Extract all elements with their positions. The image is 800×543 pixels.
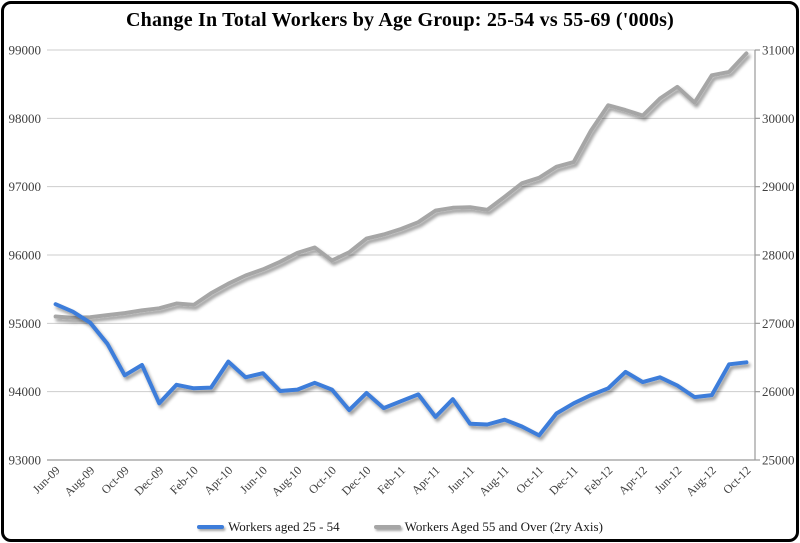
legend-label-55-over: Workers Aged 55 and Over (2ry Axis) (404, 519, 603, 534)
chart-title: Change In Total Workers by Age Group: 25… (126, 9, 674, 31)
right-axis-tick-labels: 31000 30000 29000 28000 27000 26000 25000 (762, 43, 795, 468)
left-axis-tick-label: 94000 (9, 384, 42, 399)
x-axis-tick-label: Oct-09 (98, 463, 131, 496)
right-axis-tick-label: 26000 (762, 384, 795, 399)
x-axis-tick-label: Dec-11 (546, 463, 581, 498)
legend-item-25-54: Workers aged 25 - 54 (197, 519, 340, 535)
right-axis-tick-label: 25000 (762, 453, 795, 468)
x-axis-tick-label: Jun-12 (651, 463, 684, 496)
x-axis-tick-label: Oct-12 (720, 463, 753, 496)
x-axis-tick-label: Jun-10 (237, 463, 270, 496)
x-axis-tick-label: Feb-10 (167, 463, 201, 497)
x-axis-tick-label: Apr-10 (201, 463, 235, 497)
left-axis-tick-labels: 99000 98000 97000 96000 95000 94000 93000 (9, 43, 42, 468)
legend-swatch-gray-line-icon (373, 525, 401, 529)
x-axis-tick-label: Apr-11 (409, 463, 443, 497)
axis-lines (47, 49, 760, 461)
left-axis-tick-label: 97000 (9, 179, 42, 194)
left-axis-tick-label: 93000 (9, 453, 42, 468)
right-axis-tick-label: 30000 (762, 111, 795, 126)
x-axis-tick-label: Feb-11 (374, 463, 408, 497)
x-axis-tick-label: Dec-09 (131, 463, 166, 498)
right-axis-tick-label: 29000 (762, 179, 795, 194)
series-line-25-54 (53, 302, 749, 438)
legend-swatch-blue-line-icon (197, 525, 225, 529)
left-axis-tick-label: 99000 (9, 43, 42, 58)
x-axis-tick-label: Apr-12 (616, 463, 650, 497)
series-polyline (53, 51, 749, 320)
x-axis-tick-label: Oct-10 (306, 463, 339, 496)
x-axis-tick-label: Aug-10 (269, 463, 305, 499)
left-axis-tick-label: 96000 (9, 248, 42, 263)
right-axis-tick-label: 28000 (762, 248, 795, 263)
x-axis-tick-label: Aug-11 (476, 463, 512, 499)
right-axis-tick-label: 27000 (762, 316, 795, 331)
x-axis-tick-label: Jun-09 (30, 463, 63, 496)
series-polyline (53, 302, 749, 438)
left-axis-tick-label: 95000 (9, 316, 42, 331)
legend-item-55-over: Workers Aged 55 and Over (2ry Axis) (373, 519, 603, 535)
x-axis-tick-label: Feb-12 (581, 463, 615, 497)
series-line-55-and-over (53, 51, 749, 320)
legend-label-25-54: Workers aged 25 - 54 (228, 519, 340, 534)
x-axis-tick-label: Jun-11 (445, 463, 478, 496)
right-axis-tick-label: 31000 (762, 43, 795, 58)
left-axis-tick-label: 98000 (9, 111, 42, 126)
legend: Workers aged 25 - 54 Workers Aged 55 and… (0, 519, 800, 535)
x-axis-tick-label: Oct-11 (513, 463, 546, 496)
x-axis-tick-label: Dec-10 (339, 463, 374, 498)
x-axis-tick-label: Aug-12 (683, 463, 719, 499)
x-axis-tick-label: Aug-09 (61, 463, 97, 499)
